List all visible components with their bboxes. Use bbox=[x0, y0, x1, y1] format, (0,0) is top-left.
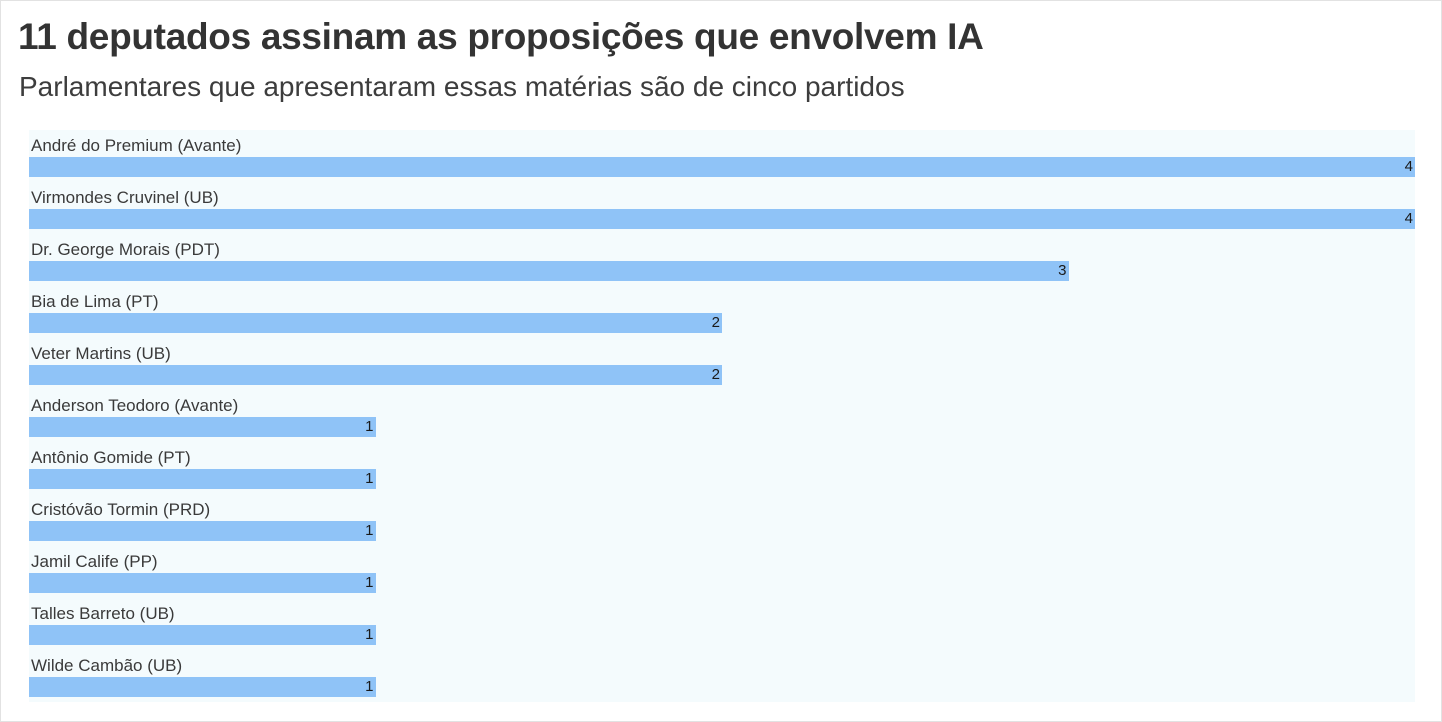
plot-area: André do Premium (Avante) 4 Virmondes Cruv… bbox=[29, 130, 1415, 702]
category-label: Jamil Calife (PP) bbox=[31, 552, 158, 571]
bar-row: Wilde Cambão (UB) 1 bbox=[29, 650, 1415, 702]
bar bbox=[29, 521, 376, 541]
bar-value-label: 1 bbox=[365, 522, 374, 539]
bar-value-label: 2 bbox=[711, 314, 720, 331]
bar-row: André do Premium (Avante) 4 bbox=[29, 130, 1415, 182]
bar-value-label: 4 bbox=[1404, 158, 1413, 175]
bar bbox=[29, 313, 722, 333]
category-label: Virmondes Cruvinel (UB) bbox=[31, 188, 219, 207]
bar-row: Veter Martins (UB) 2 bbox=[29, 338, 1415, 390]
category-label: Bia de Lima (PT) bbox=[31, 292, 159, 311]
bar bbox=[29, 365, 722, 385]
category-label: Talles Barreto (UB) bbox=[31, 604, 175, 623]
bar bbox=[29, 157, 1415, 177]
bar-value-label: 3 bbox=[1058, 262, 1067, 279]
category-label: Antônio Gomide (PT) bbox=[31, 448, 191, 467]
bar bbox=[29, 469, 376, 489]
bar-value-label: 4 bbox=[1404, 210, 1413, 227]
chart-title: 11 deputados assinam as proposições que … bbox=[18, 16, 984, 57]
bar-value-label: 1 bbox=[365, 574, 374, 591]
bar-row: Jamil Calife (PP) 1 bbox=[29, 546, 1415, 598]
bar-value-label: 1 bbox=[365, 418, 374, 435]
bar-value-label: 1 bbox=[365, 470, 374, 487]
bar-row: Bia de Lima (PT) 2 bbox=[29, 286, 1415, 338]
bar bbox=[29, 261, 1069, 281]
bar-row: Dr. George Morais (PDT) 3 bbox=[29, 234, 1415, 286]
bar-row: Anderson Teodoro (Avante) 1 bbox=[29, 390, 1415, 442]
bar-value-label: 1 bbox=[365, 678, 374, 695]
bar-row: Antônio Gomide (PT) 1 bbox=[29, 442, 1415, 494]
category-label: Cristóvão Tormin (PRD) bbox=[31, 500, 211, 519]
bar bbox=[29, 209, 1415, 229]
bar-value-label: 1 bbox=[365, 626, 374, 643]
bar bbox=[29, 573, 376, 593]
category-label: Anderson Teodoro (Avante) bbox=[31, 396, 239, 415]
bar-row: Virmondes Cruvinel (UB) 4 bbox=[29, 182, 1415, 234]
bar-value-label: 2 bbox=[711, 366, 720, 383]
category-label: Veter Martins (UB) bbox=[31, 344, 171, 363]
bar bbox=[29, 625, 376, 645]
category-label: Dr. George Morais (PDT) bbox=[31, 240, 220, 259]
bar-row: Talles Barreto (UB) 1 bbox=[29, 598, 1415, 650]
bar-row: Cristóvão Tormin (PRD) 1 bbox=[29, 494, 1415, 546]
category-label: Wilde Cambão (UB) bbox=[31, 656, 183, 675]
chart-subtitle: Parlamentares que apresentaram essas mat… bbox=[19, 71, 905, 102]
category-label: André do Premium (Avante) bbox=[31, 136, 242, 155]
bar bbox=[29, 417, 376, 437]
bar bbox=[29, 677, 376, 697]
